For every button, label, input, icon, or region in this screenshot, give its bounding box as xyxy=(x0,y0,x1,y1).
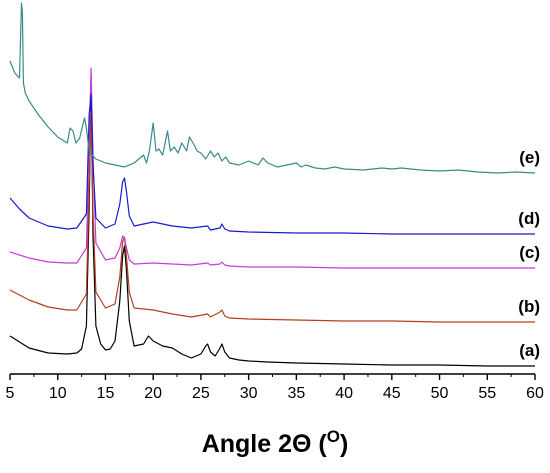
x-tick-label: 15 xyxy=(97,385,115,402)
x-axis-title-unit: O xyxy=(327,427,340,446)
series-label-d: (d) xyxy=(518,209,540,228)
series-label-a: (a) xyxy=(519,341,540,360)
series-label-e: (e) xyxy=(519,148,540,167)
x-axis-title-close: ) xyxy=(340,430,348,458)
series-line-d xyxy=(9,93,535,235)
x-tick-label: 5 xyxy=(6,385,15,402)
x-tick-label: 25 xyxy=(192,385,210,402)
series-label-b: (b) xyxy=(518,297,540,316)
x-tick-label: 50 xyxy=(431,385,449,402)
series-layer xyxy=(9,2,536,367)
x-tick-layer: 5 10 15 20 25 30 35 40 45 50 55 60 xyxy=(6,374,544,402)
series-line-b xyxy=(9,111,535,323)
x-tick-label: 10 xyxy=(49,385,67,402)
series-label-layer: (a) (b) (c) (d) (e) xyxy=(518,148,540,360)
x-tick-label: 35 xyxy=(287,385,305,402)
x-tick-label: 20 xyxy=(144,385,162,402)
x-axis-title: Angle 2Θ (O) xyxy=(202,427,349,458)
x-tick-label: 40 xyxy=(335,385,353,402)
series-line-c xyxy=(9,67,535,269)
x-tick-label: 55 xyxy=(478,385,496,402)
x-tick-label: 30 xyxy=(240,385,258,402)
x-tick-label: 45 xyxy=(383,385,401,402)
x-axis-title-main: Angle 2Θ ( xyxy=(202,430,328,458)
series-line-e xyxy=(9,2,536,174)
x-tick-label: 60 xyxy=(526,385,544,402)
series-label-c: (c) xyxy=(519,243,540,262)
